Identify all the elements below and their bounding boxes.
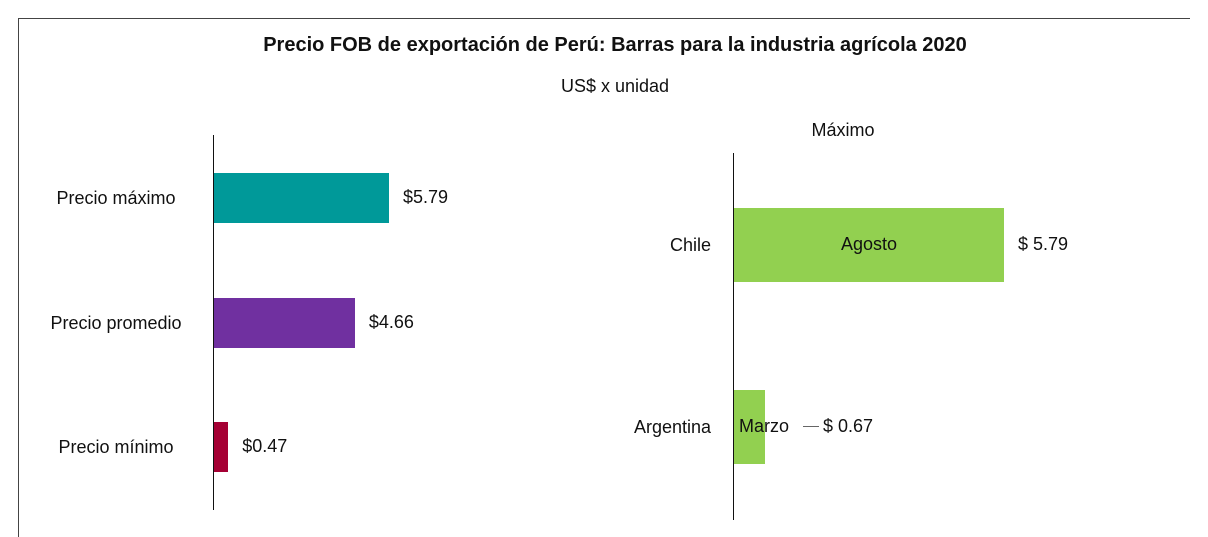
category-label: Precio mínimo — [58, 436, 174, 457]
bar — [734, 390, 766, 464]
frame-left — [18, 18, 19, 537]
panel-title: Máximo — [811, 120, 875, 140]
bar — [214, 173, 389, 223]
category-label: Argentina — [633, 416, 711, 437]
value-label: $4.66 — [368, 312, 414, 332]
leader-line — [803, 426, 819, 427]
bar — [214, 298, 355, 348]
frame-top — [18, 18, 1190, 19]
value-label: $5.79 — [403, 187, 449, 207]
value-label: $ 0.67 — [823, 416, 874, 436]
bar — [734, 208, 1004, 282]
axis-line — [213, 135, 214, 510]
chart-title: Precio FOB de exportación de Perú: Barra… — [263, 34, 967, 56]
category-label: Precio máximo — [56, 187, 176, 208]
category-label: Chile — [669, 234, 711, 255]
bar-annotation: Marzo — [739, 416, 790, 436]
value-label: $0.47 — [242, 436, 288, 456]
chart-subtitle: US$ x unidad — [560, 76, 670, 96]
bar — [214, 422, 229, 472]
category-label: Precio promedio — [50, 312, 182, 333]
bar-annotation: Agosto — [840, 234, 898, 254]
axis-line — [733, 153, 734, 520]
value-label: $ 5.79 — [1018, 234, 1069, 254]
